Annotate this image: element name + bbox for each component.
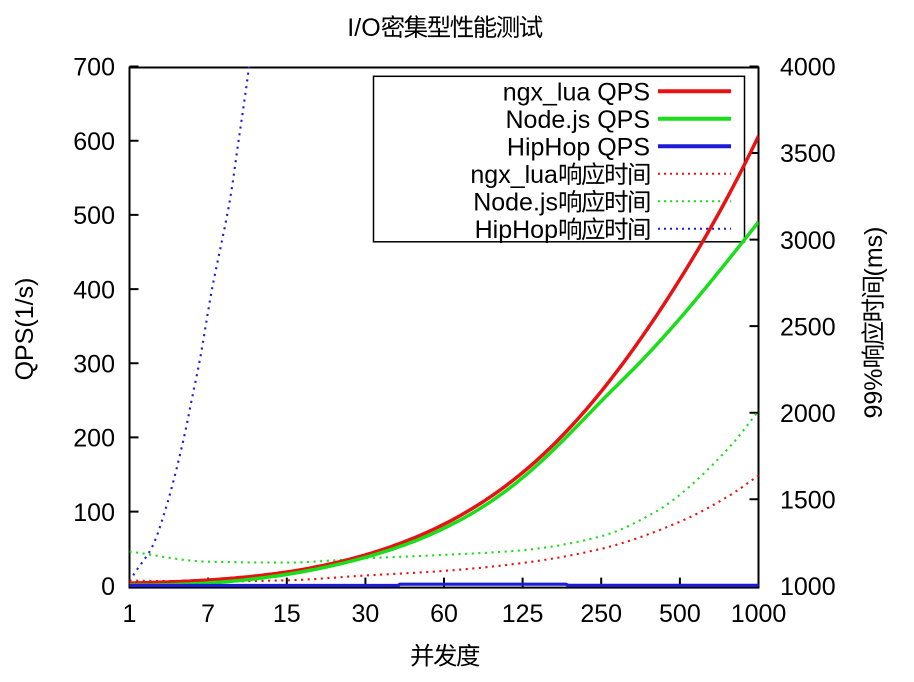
svg-text:500: 500 [659, 600, 701, 628]
svg-text:4000: 4000 [780, 54, 836, 82]
svg-text:1000: 1000 [731, 600, 787, 628]
svg-text:2500: 2500 [780, 313, 836, 341]
svg-text:HipHop QPS: HipHop QPS [507, 134, 650, 162]
svg-text:7: 7 [201, 600, 215, 628]
svg-text:400: 400 [73, 276, 115, 304]
svg-text:30: 30 [351, 600, 379, 628]
svg-text:60: 60 [430, 600, 458, 628]
svg-text:2000: 2000 [780, 400, 836, 428]
svg-text:Node.js QPS: Node.js QPS [506, 106, 651, 134]
svg-text:1500: 1500 [780, 486, 836, 514]
svg-text:1: 1 [123, 600, 137, 628]
svg-text:99%: 99% [860, 368, 888, 418]
svg-text:Node.js: Node.js [473, 189, 558, 217]
svg-text:500: 500 [73, 202, 115, 230]
svg-text:ngx_lua: ngx_lua [470, 161, 558, 189]
svg-text:15: 15 [273, 600, 301, 628]
svg-text:200: 200 [73, 425, 115, 453]
svg-text:600: 600 [73, 128, 115, 156]
svg-text:3000: 3000 [780, 227, 836, 255]
svg-text:QPS(1/s): QPS(1/s) [11, 278, 39, 381]
svg-text:3500: 3500 [780, 140, 836, 168]
svg-text:250: 250 [580, 600, 622, 628]
svg-text:700: 700 [73, 54, 115, 82]
svg-text:(ms): (ms) [860, 227, 888, 277]
svg-text:I/O: I/O [347, 14, 380, 42]
svg-text:100: 100 [73, 499, 115, 527]
svg-text:ngx_lua QPS: ngx_lua QPS [503, 79, 650, 107]
svg-text:1000: 1000 [780, 573, 836, 601]
svg-text:125: 125 [502, 600, 544, 628]
svg-text:0: 0 [101, 573, 115, 601]
svg-text:HipHop: HipHop [475, 216, 558, 244]
svg-text:300: 300 [73, 350, 115, 378]
